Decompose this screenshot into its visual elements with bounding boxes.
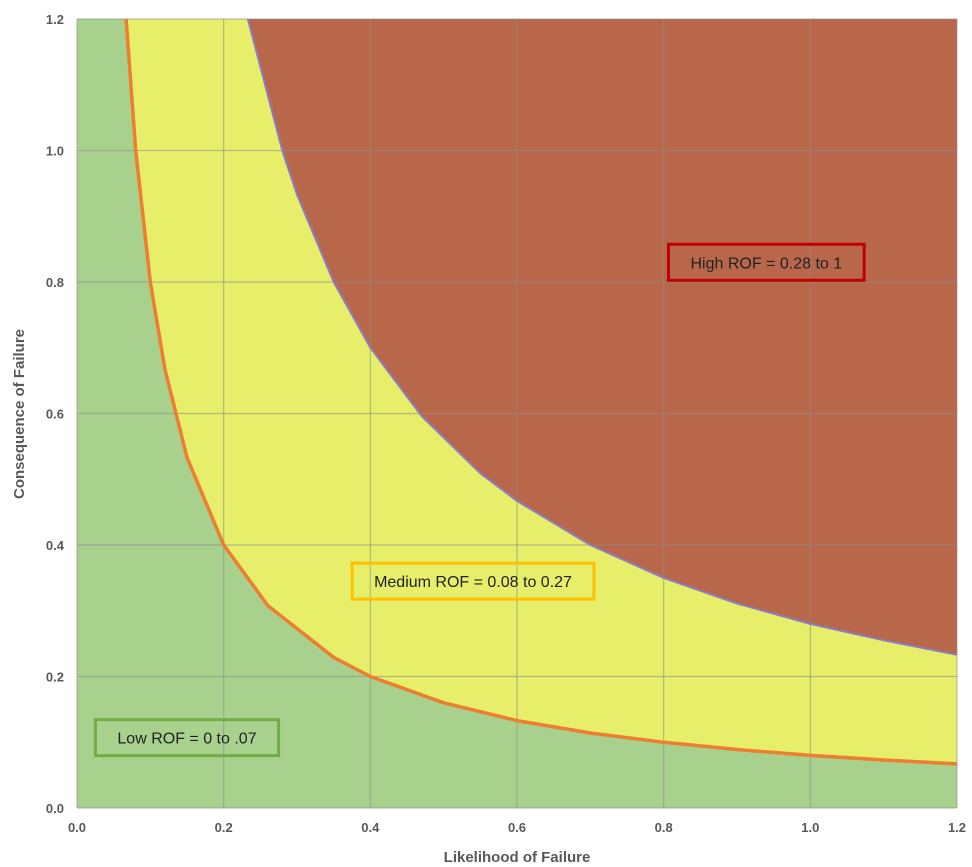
y-tick-label: 0.8	[46, 275, 64, 290]
low-rof-label-text: Low ROF = 0 to .07	[117, 731, 256, 748]
medium-rof-label-text: Medium ROF = 0.08 to 0.27	[374, 574, 572, 591]
y-tick-label: 1.2	[46, 12, 64, 27]
x-axis-title: Likelihood of Failure	[444, 849, 591, 866]
y-tick-label: 1.0	[46, 144, 64, 159]
x-tick-label: 1.2	[948, 820, 966, 835]
y-axis-title: Consequence of Failure	[11, 329, 28, 499]
x-tick-label: 0.6	[508, 820, 526, 835]
x-tick-label: 0.4	[361, 820, 380, 835]
x-tick-label: 0.2	[215, 820, 233, 835]
x-tick-label: 1.0	[801, 820, 819, 835]
x-tick-label: 0.8	[655, 820, 673, 835]
y-tick-label: 0.2	[46, 670, 64, 685]
y-tick-label: 0.0	[46, 801, 64, 816]
high-rof-label-text: High ROF = 0.28 to 1	[691, 255, 843, 272]
y-tick-label: 0.4	[46, 538, 65, 553]
x-tick-label: 0.0	[68, 820, 86, 835]
y-tick-label: 0.6	[46, 407, 64, 422]
